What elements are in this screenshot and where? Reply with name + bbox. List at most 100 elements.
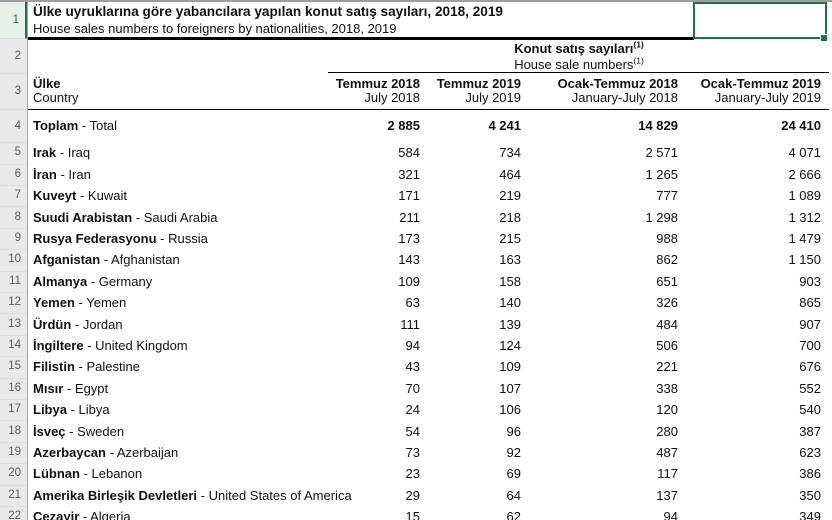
value-cell-jan-july-2018[interactable]: 338 bbox=[656, 380, 678, 396]
merged-header[interactable]: Konut satış sayıları(1) House sale numbe… bbox=[330, 40, 828, 72]
value-cell-jan-july-2019[interactable]: 386 bbox=[799, 466, 821, 482]
country-label[interactable]: Rusya Federasyonu - Russia bbox=[33, 228, 208, 249]
value-cell-jan-july-2018[interactable]: 280 bbox=[656, 423, 678, 439]
value-cell-jan-july-2018[interactable]: 117 bbox=[657, 466, 678, 482]
column-header-july-2019[interactable]: Temmuz 2019 July 2019 bbox=[424, 76, 521, 106]
column-header-jan-july-2019[interactable]: Ocak-Temmuz 2019 January-July 2019 bbox=[680, 76, 821, 106]
value-cell-july-2018[interactable]: 94 bbox=[405, 337, 420, 353]
row-header-4[interactable]: 4 bbox=[0, 110, 27, 144]
row-header-1[interactable]: 1 bbox=[0, 2, 27, 39]
value-cell-jan-july-2019[interactable]: 676 bbox=[799, 359, 821, 375]
row-header-18[interactable]: 18 bbox=[0, 421, 27, 443]
column-header-july-2018[interactable]: Temmuz 2018 July 2018 bbox=[330, 76, 420, 106]
value-cell-july-2019[interactable]: 62 bbox=[506, 509, 521, 520]
value-cell-july-2019[interactable]: 218 bbox=[499, 209, 521, 225]
value-cell-jan-july-2018[interactable]: 506 bbox=[656, 337, 678, 353]
country-label[interactable]: Irak - Iraq bbox=[33, 142, 90, 163]
value-cell-jan-july-2018[interactable]: 777 bbox=[656, 188, 678, 204]
country-label[interactable]: Lübnan - Lebanon bbox=[33, 463, 142, 484]
row-header-13[interactable]: 13 bbox=[0, 314, 27, 336]
value-cell-jan-july-2019[interactable]: 387 bbox=[799, 423, 821, 439]
value-cell-july-2019[interactable]: 109 bbox=[499, 359, 521, 375]
value-cell-july-2019[interactable]: 163 bbox=[499, 252, 521, 268]
row-header-3[interactable]: 3 bbox=[0, 73, 27, 110]
country-label[interactable]: Yemen - Yemen bbox=[33, 292, 126, 313]
country-label[interactable]: Suudi Arabistan - Saudi Arabia bbox=[33, 207, 218, 228]
value-cell-july-2019[interactable]: 106 bbox=[499, 402, 521, 418]
value-cell-jan-july-2018[interactable]: 1 265 bbox=[645, 166, 678, 182]
value-cell-jan-july-2019[interactable]: 24 410 bbox=[781, 118, 821, 133]
row-header-6[interactable]: 6 bbox=[0, 164, 27, 187]
value-cell-july-2018[interactable]: 211 bbox=[399, 209, 420, 225]
value-cell-july-2019[interactable]: 219 bbox=[499, 188, 521, 204]
country-label[interactable]: Afganistan - Afghanistan bbox=[33, 249, 180, 270]
value-cell-july-2018[interactable]: 111 bbox=[400, 316, 420, 332]
row-header-16[interactable]: 16 bbox=[0, 378, 27, 401]
value-cell-jan-july-2019[interactable]: 4 071 bbox=[788, 145, 821, 161]
value-cell-july-2019[interactable]: 139 bbox=[499, 316, 521, 332]
country-label[interactable]: Azerbaycan - Azerbaijan bbox=[33, 442, 178, 463]
selected-cell[interactable] bbox=[693, 2, 827, 39]
value-cell-july-2019[interactable]: 4 241 bbox=[488, 118, 521, 133]
row-header-22[interactable]: 22 bbox=[0, 506, 27, 520]
row-header-19[interactable]: 19 bbox=[0, 442, 27, 465]
value-cell-july-2018[interactable]: 15 bbox=[405, 509, 420, 520]
row-header-2[interactable]: 2 bbox=[0, 40, 27, 74]
country-label[interactable]: Amerika Birleşik Devletleri - United Sta… bbox=[33, 485, 352, 506]
value-cell-jan-july-2018[interactable]: 221 bbox=[656, 359, 678, 375]
value-cell-jan-july-2018[interactable]: 988 bbox=[656, 230, 678, 246]
value-cell-jan-july-2019[interactable]: 540 bbox=[799, 402, 821, 418]
country-column-header[interactable]: Ülke Country bbox=[33, 76, 79, 106]
value-cell-july-2019[interactable]: 140 bbox=[499, 295, 521, 311]
value-cell-july-2019[interactable]: 69 bbox=[506, 466, 521, 482]
country-label[interactable]: İngiltere - United Kingdom bbox=[33, 335, 188, 356]
value-cell-jan-july-2018[interactable]: 1 298 bbox=[645, 209, 678, 225]
country-label[interactable]: Toplam - Total bbox=[33, 110, 117, 142]
value-cell-july-2018[interactable]: 43 bbox=[405, 359, 420, 375]
value-cell-jan-july-2018[interactable]: 2 571 bbox=[645, 145, 678, 161]
value-cell-july-2019[interactable]: 464 bbox=[499, 166, 521, 182]
country-label[interactable]: İsveç - Sweden bbox=[33, 421, 124, 442]
value-cell-jan-july-2019[interactable]: 865 bbox=[799, 295, 821, 311]
value-cell-jan-july-2019[interactable]: 1 479 bbox=[788, 230, 821, 246]
value-cell-july-2018[interactable]: 73 bbox=[405, 444, 420, 460]
row-header-20[interactable]: 20 bbox=[0, 463, 27, 486]
value-cell-july-2018[interactable]: 23 bbox=[405, 466, 420, 482]
value-cell-july-2018[interactable]: 2 885 bbox=[387, 118, 420, 133]
fill-handle[interactable] bbox=[820, 34, 828, 42]
row-header-7[interactable]: 7 bbox=[0, 185, 27, 208]
country-label[interactable]: Cezayir - Algeria bbox=[33, 506, 131, 520]
country-label[interactable]: Mısır - Egypt bbox=[33, 378, 108, 399]
value-cell-july-2018[interactable]: 63 bbox=[405, 295, 420, 311]
value-cell-jan-july-2019[interactable]: 350 bbox=[799, 487, 821, 503]
value-cell-jan-july-2018[interactable]: 862 bbox=[656, 252, 678, 268]
value-cell-jan-july-2019[interactable]: 1 089 bbox=[788, 188, 821, 204]
value-cell-jan-july-2018[interactable]: 484 bbox=[656, 316, 678, 332]
value-cell-jan-july-2018[interactable]: 651 bbox=[656, 273, 678, 289]
country-label[interactable]: Kuveyt - Kuwait bbox=[33, 185, 127, 206]
value-cell-july-2018[interactable]: 29 bbox=[405, 487, 420, 503]
value-cell-july-2018[interactable]: 24 bbox=[405, 402, 420, 418]
value-cell-july-2019[interactable]: 107 bbox=[499, 380, 521, 396]
value-cell-jan-july-2019[interactable]: 552 bbox=[799, 380, 821, 396]
country-label[interactable]: Filistin - Palestine bbox=[33, 356, 140, 377]
value-cell-jan-july-2019[interactable]: 907 bbox=[799, 316, 821, 332]
value-cell-july-2019[interactable]: 92 bbox=[506, 444, 521, 460]
value-cell-july-2019[interactable]: 124 bbox=[499, 337, 521, 353]
value-cell-july-2018[interactable]: 143 bbox=[398, 252, 420, 268]
value-cell-jan-july-2018[interactable]: 120 bbox=[656, 402, 678, 418]
value-cell-july-2018[interactable]: 70 bbox=[405, 380, 420, 396]
value-cell-jan-july-2019[interactable]: 1 150 bbox=[788, 252, 821, 268]
value-cell-jan-july-2018[interactable]: 14 829 bbox=[638, 118, 678, 133]
value-cell-jan-july-2019[interactable]: 349 bbox=[799, 509, 821, 520]
country-label[interactable]: Ürdün - Jordan bbox=[33, 314, 123, 335]
value-cell-jan-july-2018[interactable]: 487 bbox=[656, 444, 678, 460]
value-cell-july-2018[interactable]: 109 bbox=[398, 273, 420, 289]
value-cell-july-2019[interactable]: 96 bbox=[506, 423, 521, 439]
value-cell-jan-july-2018[interactable]: 137 bbox=[656, 487, 678, 503]
value-cell-july-2019[interactable]: 215 bbox=[499, 230, 521, 246]
country-label[interactable]: İran - Iran bbox=[33, 164, 91, 185]
row-header-15[interactable]: 15 bbox=[0, 356, 27, 379]
value-cell-jan-july-2018[interactable]: 326 bbox=[656, 295, 678, 311]
value-cell-jan-july-2019[interactable]: 1 312 bbox=[788, 209, 821, 225]
